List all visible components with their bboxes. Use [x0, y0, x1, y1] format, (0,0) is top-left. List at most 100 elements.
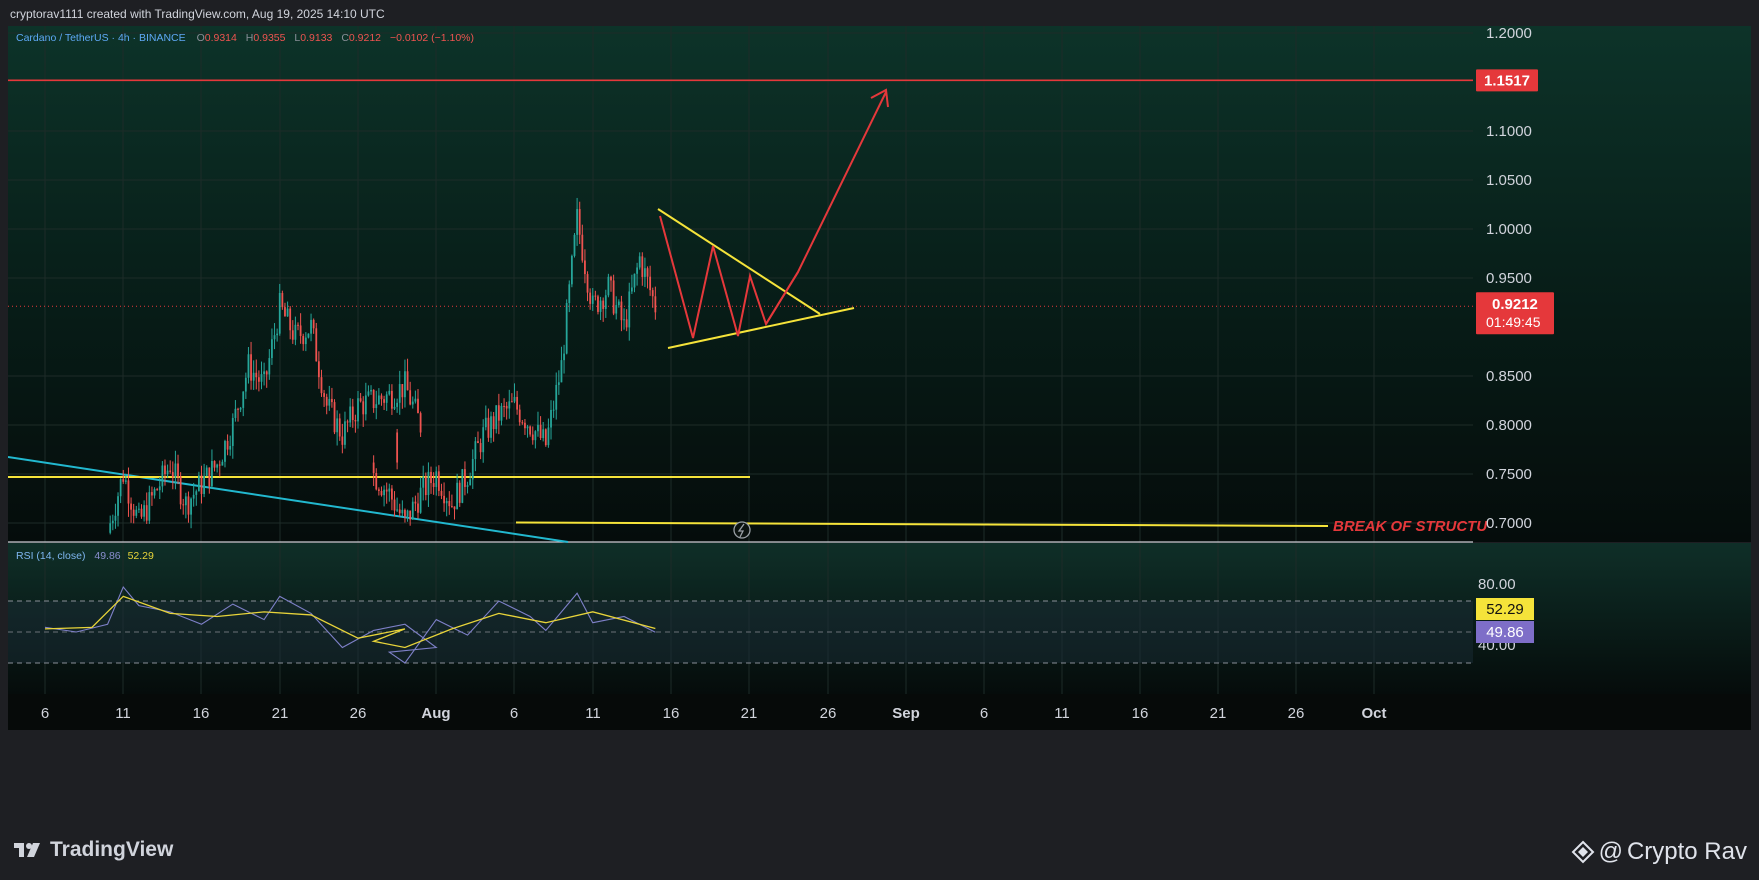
candle-body — [503, 405, 505, 407]
candle-body — [597, 296, 599, 312]
candle-body — [325, 396, 328, 406]
time-tick-label: Sep — [892, 705, 920, 722]
time-tick-label: 6 — [510, 705, 518, 722]
candle-body — [490, 416, 492, 438]
rsi-header[interactable]: RSI (14, close) 49.86 52.29 — [16, 550, 154, 562]
rsi-ma-line — [44, 595, 656, 649]
candle-body — [190, 498, 192, 515]
candle-body — [404, 371, 406, 398]
candle-body — [263, 371, 265, 375]
candle-body — [323, 393, 325, 397]
candle-body — [357, 398, 359, 422]
candle-body — [312, 319, 315, 329]
candle-body — [135, 509, 138, 516]
candle-body — [393, 499, 396, 511]
candle-body — [145, 505, 148, 521]
candle-body — [218, 464, 221, 466]
time-tick-label: 6 — [41, 705, 49, 722]
candle-body — [291, 330, 294, 340]
current-price-badge: 0.9212 01:49:45 — [1476, 292, 1554, 335]
candle-body — [391, 488, 393, 500]
candle-body — [497, 405, 500, 421]
symbol-header[interactable]: Cardano / TetherUS · 4h · BINANCE O0.931… — [16, 32, 474, 44]
candle-body — [615, 305, 618, 314]
bar-countdown: 01:49:45 — [1486, 314, 1541, 330]
candle-body — [505, 405, 508, 409]
candle-body — [224, 440, 226, 462]
time-tick-label: 26 — [820, 705, 837, 722]
candle-body — [138, 508, 140, 510]
symbol-name: Cardano / TetherUS · 4h · BINANCE — [16, 32, 186, 44]
break-of-structure-line[interactable] — [515, 521, 1329, 527]
candle-body — [591, 295, 594, 304]
candle-body — [625, 319, 628, 328]
candle-body — [304, 337, 307, 345]
candle-body — [409, 510, 412, 520]
time-tick-label: 16 — [193, 705, 210, 722]
chart-frame[interactable]: BREAK OF STRUCTU Cardano / TetherUS · 4h… — [7, 25, 1751, 820]
candle-body — [130, 503, 132, 510]
candle-body — [453, 506, 456, 510]
triangle-upper-line[interactable] — [657, 208, 821, 315]
projected-breakout-arrow[interactable] — [765, 91, 887, 325]
candle-body — [479, 442, 482, 453]
candle-body — [388, 390, 391, 395]
candle-body — [294, 324, 297, 340]
rsi-value: 49.86 — [94, 550, 120, 562]
candle-body — [346, 421, 349, 423]
candle-body — [458, 482, 461, 503]
candle-body — [555, 384, 558, 410]
candle-body — [448, 501, 451, 507]
tradingview-logo-text: TradingView — [50, 838, 174, 861]
price-tick-label: 1.0000 — [1486, 221, 1532, 238]
symbol-info: Cardano / TetherUS · 4h · BINANCE O0.931… — [16, 32, 474, 44]
candle-body — [529, 426, 532, 435]
candle-body — [239, 407, 242, 410]
candle-body — [333, 402, 336, 433]
candle-body — [226, 440, 229, 450]
candle-body — [414, 398, 417, 402]
candle-body — [474, 441, 477, 460]
candle-body — [166, 470, 169, 475]
candle-body — [156, 489, 159, 491]
candle-body — [336, 418, 339, 433]
price-pane-background — [8, 26, 1751, 542]
candle-body — [617, 301, 620, 306]
triangle-lower-line[interactable] — [667, 307, 855, 349]
descending-trend-line[interactable] — [7, 456, 569, 543]
candle-body — [286, 308, 289, 317]
candle-body — [372, 389, 375, 409]
rsi-line — [44, 586, 656, 664]
candle-body — [443, 495, 445, 504]
candle-body — [445, 501, 448, 504]
low-value: 0.9133 — [300, 32, 332, 44]
candle-body — [560, 360, 563, 383]
candle-body — [557, 382, 560, 385]
rsi-value-badge: 49.86 — [1476, 621, 1534, 643]
chart-canvas[interactable]: BREAK OF STRUCTU Cardano / TetherUS · 4h… — [7, 25, 1751, 820]
candle-body — [510, 401, 513, 403]
price-axis[interactable]: 1.2000 1.1000 1.0500 1.0000 0.9500 0.8500 0.80… — [1486, 25, 1532, 532]
candle-body — [317, 361, 320, 378]
candle-body — [257, 377, 260, 382]
candle-body — [524, 422, 526, 429]
candle-body — [518, 409, 521, 423]
candle-body — [260, 374, 263, 382]
tradingview-logo[interactable]: TradingView — [12, 838, 173, 862]
candle-body — [122, 479, 125, 482]
candle-body — [396, 509, 399, 511]
open-label: O — [197, 32, 205, 44]
candle-body — [495, 405, 498, 430]
candle-body — [380, 491, 383, 496]
time-axis[interactable]: 6 11 16 21 26 Aug 6 11 16 21 26 Sep 6 11 16 21 26 Oct — [41, 705, 1387, 722]
candle-body — [231, 417, 234, 446]
candle-body — [633, 273, 636, 288]
alert-icon[interactable] — [733, 521, 751, 539]
current-price-value: 0.9212 — [1492, 296, 1538, 313]
candle-body — [404, 509, 406, 517]
candle-body — [607, 276, 610, 296]
time-axis-background — [8, 694, 1751, 730]
candle-body — [594, 295, 597, 297]
change-value: −0.0102 (−1.10%) — [390, 32, 474, 44]
candle-body — [419, 413, 422, 433]
